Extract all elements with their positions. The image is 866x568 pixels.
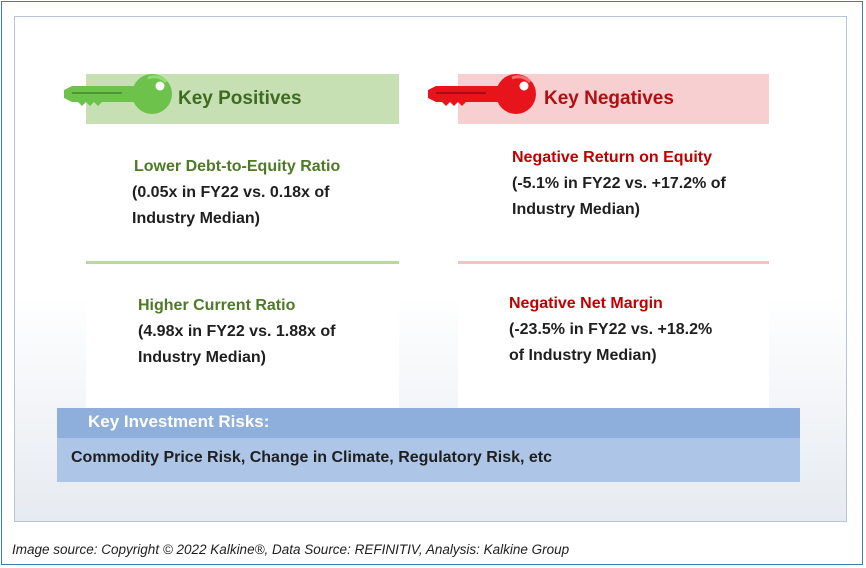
investment-risks-text: Commodity Price Risk, Change in Climate,… — [71, 449, 553, 466]
negative-item: Negative Net Margin (-23.5% in FY22 vs. … — [509, 291, 712, 369]
positive-item-line1: (0.05x in FY22 vs. 0.18x of — [132, 184, 330, 201]
investment-risks-title: Key Investment Risks: — [88, 412, 270, 431]
positive-item: Lower Debt-to-Equity Ratio (0.05x in FY2… — [132, 154, 341, 232]
positives-title: Key Positives — [178, 88, 302, 109]
negatives-divider — [458, 261, 769, 264]
negative-item: Negative Return on Equity (-5.1% in FY22… — [512, 145, 726, 223]
negative-item-line2: of Industry Median) — [509, 347, 657, 364]
negative-item-line2: Industry Median) — [512, 201, 641, 218]
negatives-title: Key Negatives — [544, 88, 674, 109]
positive-item-line2: Industry Median) — [138, 349, 267, 366]
positive-item-label: Lower Debt-to-Equity Ratio — [134, 158, 341, 175]
image-source-caption: Image source: Copyright © 2022 Kalkine®,… — [12, 542, 570, 557]
negative-item-line1: (-5.1% in FY22 vs. +17.2% of — [512, 175, 726, 192]
negative-item-label: Negative Net Margin — [509, 295, 663, 312]
positives-divider — [86, 261, 399, 264]
negative-item-line1: (-23.5% in FY22 vs. +18.2% — [509, 321, 713, 338]
positive-item-line1: (4.98x in FY22 vs. 1.88x of — [138, 323, 336, 340]
negative-item-label: Negative Return on Equity — [512, 149, 713, 166]
positive-item-label: Higher Current Ratio — [138, 297, 296, 314]
positive-item-line2: Industry Median) — [132, 210, 261, 227]
positive-item: Higher Current Ratio (4.98x in FY22 vs. … — [138, 293, 335, 371]
positives-column — [86, 124, 399, 408]
investment-risks-header — [57, 408, 800, 438]
green-key-icon — [64, 74, 172, 114]
red-key-icon — [428, 74, 536, 114]
negatives-column — [458, 124, 769, 408]
